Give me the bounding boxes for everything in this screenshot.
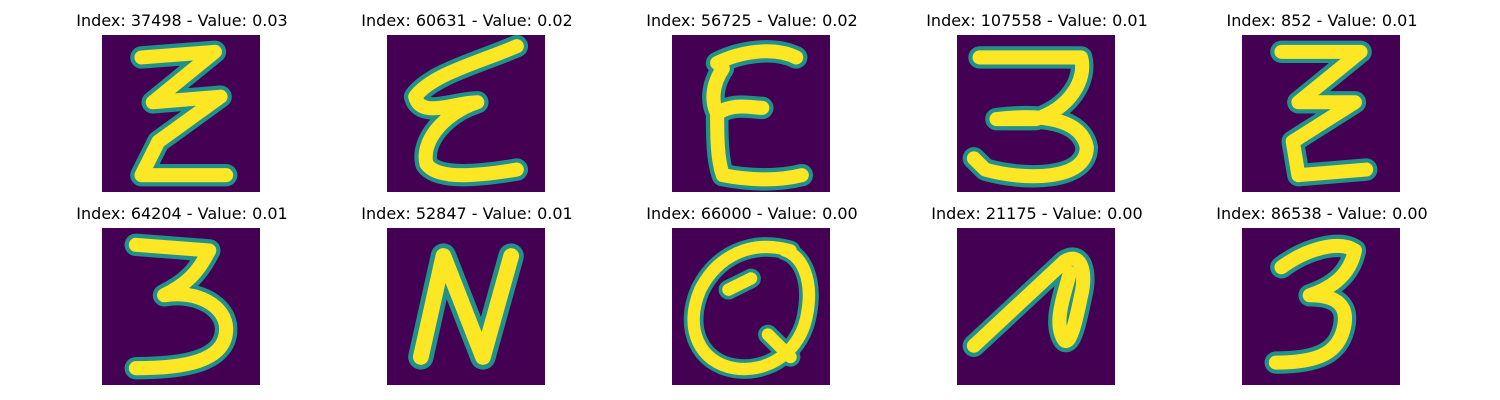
panel-title: Index: 21175 - Value: 0.00	[931, 204, 1143, 223]
panel-title: Index: 60631 - Value: 0.02	[361, 11, 573, 30]
panel-4: Index: 107558 - Value: 0.01	[887, 0, 1187, 192]
handwritten-n-image	[387, 228, 545, 385]
handwritten-3-image	[1242, 228, 1400, 385]
panel-9: Index: 21175 - Value: 0.00	[887, 193, 1187, 385]
handwritten-a-image	[957, 228, 1115, 385]
handwritten-q-image	[672, 228, 830, 385]
handwritten-e-image	[672, 35, 830, 192]
panel-10: Index: 86538 - Value: 0.00	[1172, 193, 1472, 385]
panel-title: Index: 37498 - Value: 0.03	[76, 11, 288, 30]
handwritten-z-image	[1242, 35, 1400, 192]
panel-5: Index: 852 - Value: 0.01	[1172, 0, 1472, 192]
panel-title: Index: 107558 - Value: 0.01	[926, 11, 1148, 30]
handwritten-z-image	[102, 35, 260, 192]
panel-title: Index: 86538 - Value: 0.00	[1216, 204, 1428, 223]
panel-2: Index: 60631 - Value: 0.02	[317, 0, 617, 192]
panel-title: Index: 66000 - Value: 0.00	[646, 204, 858, 223]
panel-6: Index: 64204 - Value: 0.01	[32, 193, 332, 385]
handwritten-3-image	[102, 228, 260, 385]
panel-title: Index: 852 - Value: 0.01	[1226, 11, 1418, 30]
panel-title: Index: 56725 - Value: 0.02	[646, 11, 858, 30]
panel-3: Index: 56725 - Value: 0.02	[602, 0, 902, 192]
panel-title: Index: 64204 - Value: 0.01	[76, 204, 288, 223]
handwritten-e-image	[387, 35, 545, 192]
panel-1: Index: 37498 - Value: 0.03	[32, 0, 332, 192]
panel-8: Index: 66000 - Value: 0.00	[602, 193, 902, 385]
panel-7: Index: 52847 - Value: 0.01	[317, 193, 617, 385]
panel-title: Index: 52847 - Value: 0.01	[361, 204, 573, 223]
handwritten-3-image	[957, 35, 1115, 192]
